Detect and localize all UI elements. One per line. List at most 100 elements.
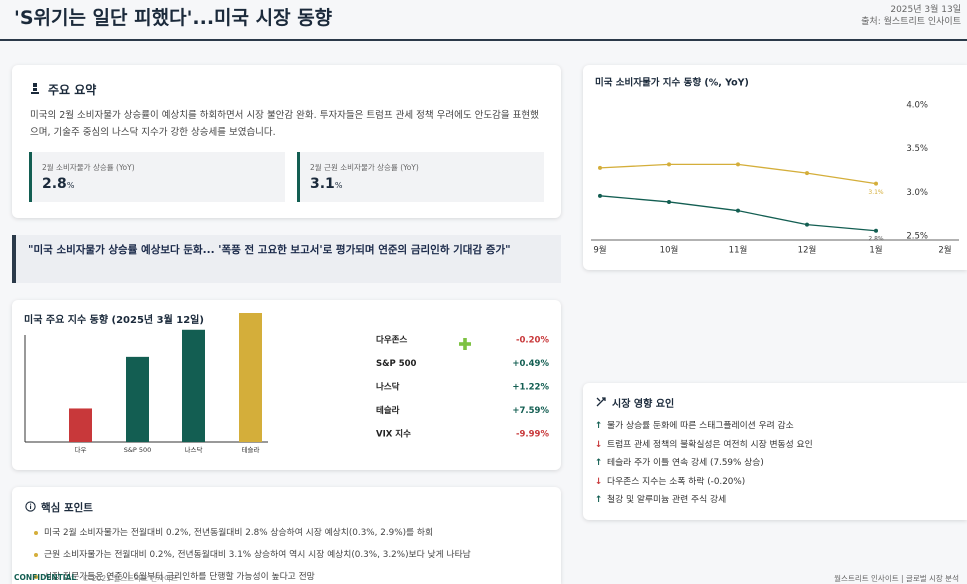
point bbox=[874, 181, 878, 186]
point bbox=[805, 222, 809, 227]
x-tick-label: 나스닥 bbox=[185, 445, 203, 454]
bar bbox=[126, 356, 149, 442]
confidential: CONFIDENTIAL bbox=[14, 573, 77, 582]
x-tick-label: 9월 bbox=[593, 245, 606, 256]
y-tick-label: 4.0% bbox=[906, 101, 928, 111]
factor-item: ↓ 트럼프 관세 정책의 불확실성은 여전히 시장 변동성 요인 bbox=[595, 437, 813, 450]
index-change: +0.49% bbox=[512, 359, 549, 369]
factor-text: 테슬라 주가 이틀 연속 강세 (7.59% 상승) bbox=[607, 458, 764, 468]
index-change: -9.99% bbox=[516, 430, 549, 440]
key-point: 미국 2월 소비자물가는 전월대비 0.2%, 전년동월대비 2.8% 상승하여… bbox=[34, 525, 433, 538]
index-change: +1.22% bbox=[512, 383, 549, 393]
factor-item: ↑ 철강 및 알루미늄 관련 주식 강세 bbox=[595, 492, 726, 505]
x-tick-label: 2월 bbox=[938, 245, 951, 256]
annotation: 2.8% bbox=[868, 235, 884, 242]
series-line bbox=[599, 163, 877, 185]
x-tick-label: S&P 500 bbox=[124, 446, 152, 454]
factor-text: 다우존스 지수는 소폭 하락 (-0.20%) bbox=[607, 476, 746, 487]
point bbox=[874, 228, 878, 233]
copyright: © 2025 월스트리트 인사이트 bbox=[82, 574, 178, 583]
index-card: 미국 주요 지수 동향 (2025년 3월 12일) 다우 S&P 500 나스닥 테… bbox=[12, 300, 561, 470]
summary-card: 주요 요약 미국의 2월 소비자물가 상승률이 예상치를 하회하면서 시장 불안… bbox=[12, 65, 561, 218]
factor-text: 물가 상승률 둔화에 따른 스태그플레이션 우려 감소 bbox=[607, 421, 794, 431]
source: 출처: 월스트리트 인사이트 bbox=[861, 17, 961, 27]
key-point-text: 미국 2월 소비자물가는 전월대비 0.2%, 전년동월대비 2.8% 상승하여… bbox=[44, 528, 434, 538]
x-tick-label: 다우 bbox=[75, 445, 87, 454]
plus-icon bbox=[459, 338, 471, 350]
metric-label: 2월 근원 소비자물가 상승률 (YoY) bbox=[310, 163, 419, 172]
quote-banner: "미국 소비자물가 상승률 예상보다 둔화... '폭풍 전 고요한 보고서'로… bbox=[12, 235, 561, 283]
x-tick-label: 테슬라 bbox=[242, 445, 260, 454]
x-tick-label: 11월 bbox=[729, 245, 748, 256]
metric-unit: % bbox=[334, 181, 343, 190]
direction-icon: ↑ bbox=[595, 421, 603, 431]
chart-title: 미국 소비자물가 지수 동향 (%, YoY) bbox=[595, 77, 749, 89]
factors-heading: 시장 영향 요인 bbox=[612, 399, 675, 410]
point bbox=[805, 171, 809, 176]
point bbox=[598, 165, 602, 170]
value-label: 3.1% bbox=[868, 189, 884, 196]
summary-text: 미국의 2월 소비자물가 상승률이 예상치를 하회하면서 시장 불안감 완화. … bbox=[30, 110, 539, 138]
date: 2025년 3월 13일 bbox=[890, 5, 961, 15]
x-tick-label: 1월 bbox=[869, 245, 882, 256]
metric-value: 2.8% bbox=[42, 176, 74, 192]
page-title: 'S위기는 일단 피했다'...미국 시장 동향 bbox=[14, 7, 333, 29]
bar bbox=[69, 408, 92, 442]
summary-heading: 주요 요약 bbox=[48, 83, 97, 97]
factor-text: 철강 및 알루미늄 관련 주식 강세 bbox=[607, 495, 727, 505]
metric-label: 2월 소비자물가 상승률 (YoY) bbox=[42, 163, 135, 172]
direction-icon: ↓ bbox=[595, 439, 603, 450]
y-tick-label: 2.5% bbox=[906, 232, 928, 242]
point bbox=[736, 162, 740, 167]
metric-box: 2월 근원 소비자물가 상승률 (YoY) 3.1% bbox=[297, 152, 544, 202]
metric-number: 2.8 bbox=[42, 176, 67, 192]
metric-unit: % bbox=[66, 181, 75, 190]
x-tick-label: 12월 bbox=[798, 245, 817, 256]
point bbox=[736, 208, 740, 213]
index-change: +7.59% bbox=[512, 406, 549, 416]
series-line bbox=[599, 195, 877, 232]
factor-item: ↑ 물가 상승률 둔화에 따른 스태그플레이션 우려 감소 bbox=[595, 418, 794, 431]
metric-value: 3.1% bbox=[310, 176, 342, 192]
key-points-heading: 핵심 포인트 bbox=[41, 502, 93, 514]
factors-icon bbox=[596, 397, 606, 407]
key-point-text: 시장 전문가들은 연준이 6월부터 금리인하를 단행할 가능성이 높다고 전망 bbox=[44, 572, 315, 582]
metric-number: 3.1 bbox=[310, 176, 335, 192]
direction-icon: ↓ bbox=[595, 476, 603, 487]
key-point: 근원 소비자물가는 전월대비 0.2%, 전년동월대비 3.1% 상승하여 역시… bbox=[34, 547, 471, 560]
cpi-card: 미국 소비자물가 지수 동향 (%, YoY) 4.0% 3.5% 3.0% 2.5%… bbox=[583, 65, 967, 270]
summary-icon bbox=[31, 83, 39, 94]
bullet bbox=[34, 574, 38, 579]
factor-text: 트럼프 관세 정책의 불확실성은 여전히 시장 변동성 요인 bbox=[607, 439, 813, 450]
y-tick-label: 3.5% bbox=[906, 144, 928, 154]
bullet bbox=[34, 552, 38, 557]
factor-item: ↑ 테슬라 주가 이틀 연속 강세 (7.59% 상승) bbox=[595, 455, 764, 468]
bar bbox=[182, 329, 205, 442]
footer-right: 월스트리트 인사이트 | 글로벌 시장 분석 bbox=[834, 574, 959, 583]
metric-box: 2월 소비자물가 상승률 (YoY) 2.8% bbox=[29, 152, 285, 202]
bar bbox=[239, 313, 262, 442]
index-name: VIX 지수 bbox=[376, 429, 411, 440]
chart-title: 미국 주요 지수 동향 (2025년 3월 12일) bbox=[24, 313, 204, 326]
index-name: 다우존스 bbox=[376, 335, 407, 346]
point bbox=[667, 162, 671, 167]
index-name: S&P 500 bbox=[376, 359, 417, 369]
line-chart: 미국 소비자물가 지수 동향 (%, YoY) 4.0% 3.5% 3.0% 2.5%… bbox=[591, 77, 959, 256]
index-name: 나스닥 bbox=[376, 382, 400, 393]
direction-icon: ↑ bbox=[595, 495, 603, 505]
bar-chart: 미국 주요 지수 동향 (2025년 3월 12일) 다우 S&P 500 나스닥 테… bbox=[24, 313, 549, 454]
key-point-text: 근원 소비자물가는 전월대비 0.2%, 전년동월대비 3.1% 상승하여 역시… bbox=[44, 550, 471, 560]
factors-card: 시장 영향 요인 ↑ 물가 상승률 둔화에 따른 스태그플레이션 우려 감소 ↓ 트럼… bbox=[583, 383, 967, 520]
header-rule bbox=[0, 39, 967, 41]
direction-icon: ↑ bbox=[595, 458, 603, 468]
factor-item: ↓ 다우존스 지수는 소폭 하락 (-0.20%) bbox=[595, 474, 745, 487]
index-name: 테슬라 bbox=[376, 405, 400, 416]
point bbox=[667, 199, 671, 204]
bullet bbox=[34, 530, 38, 535]
key-point: 시장 전문가들은 연준이 6월부터 금리인하를 단행할 가능성이 높다고 전망 bbox=[34, 569, 315, 582]
info-icon bbox=[25, 501, 36, 512]
point bbox=[598, 193, 602, 198]
y-tick-label: 3.0% bbox=[906, 188, 928, 198]
key-points-card: 핵심 포인트 미국 2월 소비자물가는 전월대비 0.2%, 전년동월대비 2.… bbox=[12, 487, 561, 584]
